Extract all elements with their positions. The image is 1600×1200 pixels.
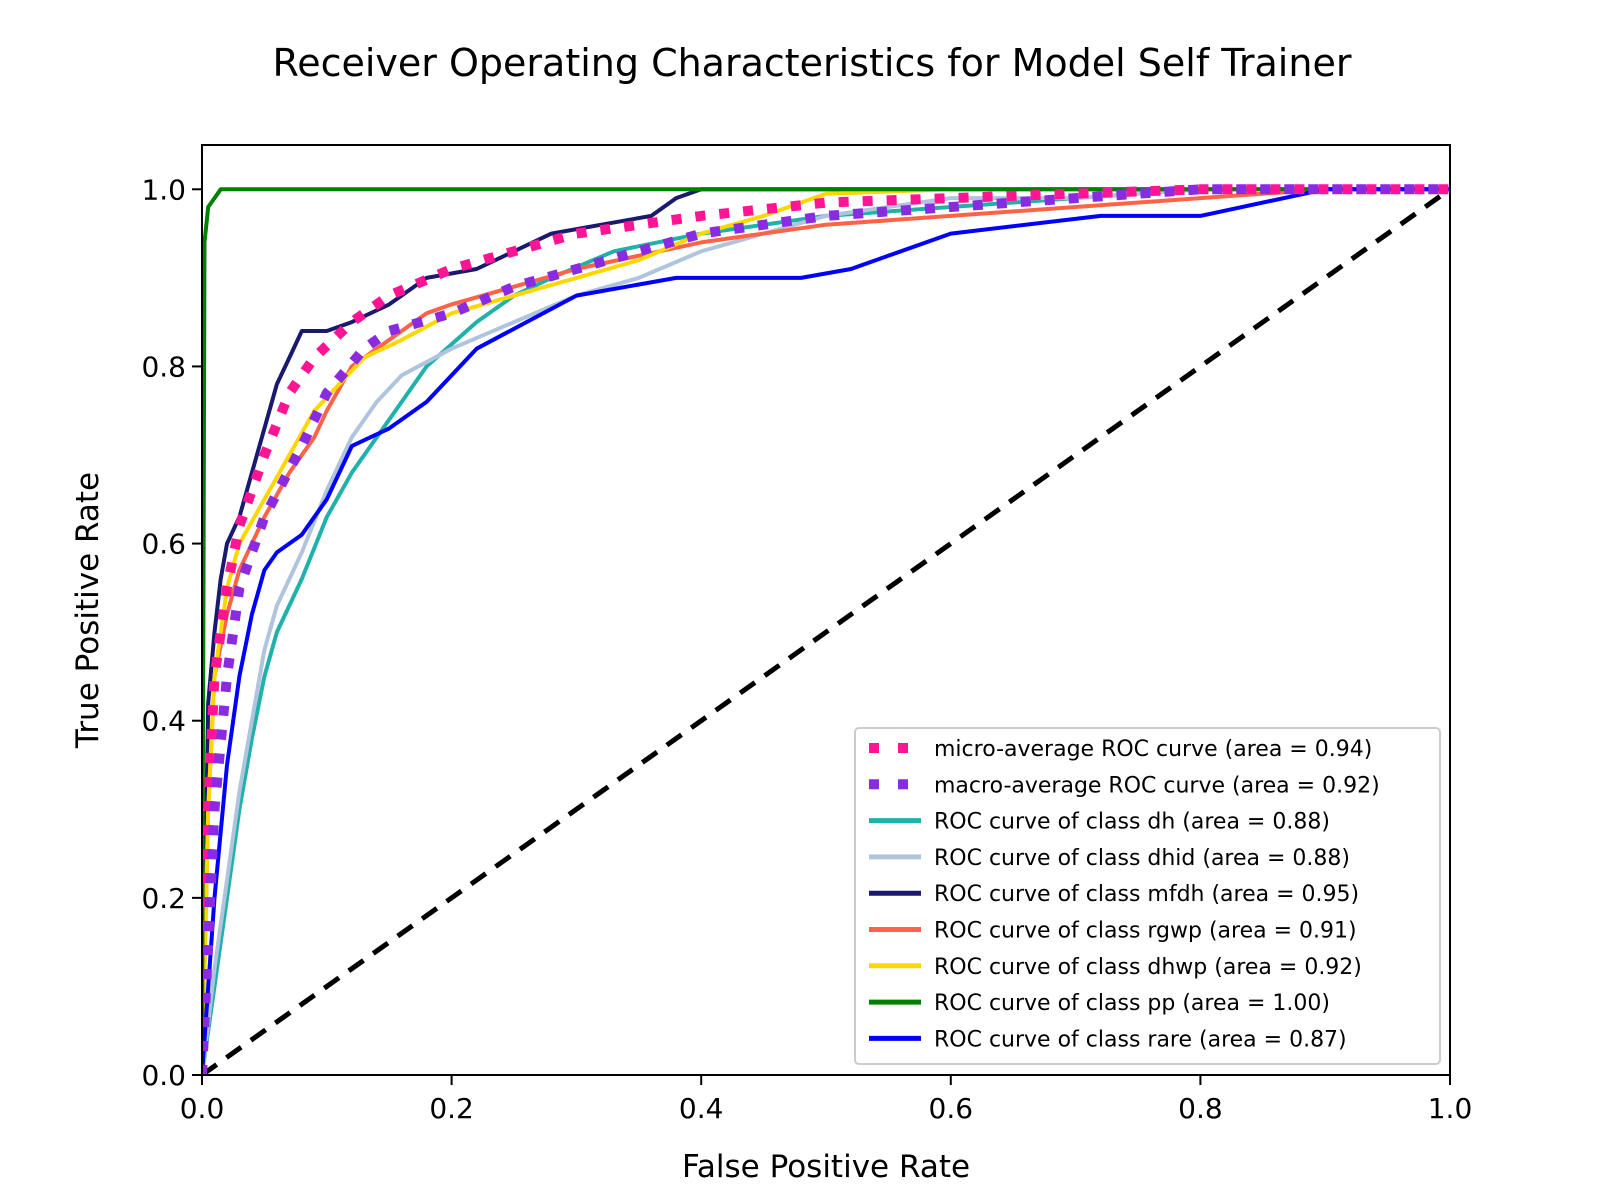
series-2-legend-label: ROC curve of class dh (area = 0.88)	[934, 810, 1330, 835]
plot-frame	[201, 144, 1451, 1076]
plot-area	[201, 144, 1451, 1076]
x-tick-label: 0.8	[1178, 1092, 1223, 1125]
series-5-legend-label: ROC curve of class rgwp (area = 0.91)	[934, 919, 1357, 944]
series-7-line	[202, 187, 1450, 1075]
x-axis-label: False Positive Rate	[682, 1149, 970, 1185]
chart-title: Receiver Operating Characteristics for M…	[273, 41, 1352, 85]
x-tick-label: 0.6	[929, 1092, 974, 1125]
series-layer	[202, 184, 1450, 1075]
y-axis-label: True Positive Rate	[70, 472, 106, 749]
x-axis-ticks: 0.0 0.2 0.4 0.6 0.8 1.0	[180, 1075, 1473, 1125]
x-tick-label: 0.4	[679, 1092, 724, 1125]
series-8-line	[202, 187, 1450, 1075]
series-3-legend-label: ROC curve of class dhid (area = 0.88)	[934, 846, 1350, 871]
series-6-line	[202, 187, 1450, 1075]
x-tick-label: 1.0	[1428, 1092, 1473, 1125]
x-tick-label: 0.0	[180, 1092, 225, 1125]
series-4-legend-label: ROC curve of class mfdh (area = 0.95)	[934, 882, 1359, 907]
series-2-line	[202, 187, 1450, 1075]
legend: micro-average ROC curve (area = 0.94) mac…	[854, 727, 1441, 1065]
series-1-legend-label: macro-average ROC curve (area = 0.92)	[934, 773, 1380, 798]
x-tick-label: 0.2	[429, 1092, 474, 1125]
y-tick-label: 0.8	[141, 350, 186, 383]
y-tick-label: 0.6	[141, 528, 186, 561]
series-6-legend-label: ROC curve of class dhwp (area = 0.92)	[934, 955, 1362, 980]
y-tick-label: 1.0	[141, 173, 186, 206]
series-0-legend-label: micro-average ROC curve (area = 0.94)	[934, 737, 1372, 762]
y-tick-label: 0.2	[141, 882, 186, 915]
chance-line	[202, 187, 1450, 1075]
y-axis-ticks: 0.0 0.2 0.4 0.6 0.8 1.0	[141, 173, 202, 1092]
series-4-line	[202, 187, 1450, 1075]
legend-box	[854, 727, 1441, 1065]
series-8-legend-label: ROC curve of class rare (area = 0.87)	[934, 1027, 1347, 1052]
series-0-line	[202, 184, 1450, 1075]
y-tick-label: 0.0	[141, 1059, 186, 1092]
y-tick-label: 0.4	[141, 705, 186, 738]
series-7-legend-label: ROC curve of class pp (area = 1.00)	[934, 991, 1330, 1016]
series-1-line	[202, 184, 1450, 1075]
series-5-line	[202, 187, 1450, 1075]
